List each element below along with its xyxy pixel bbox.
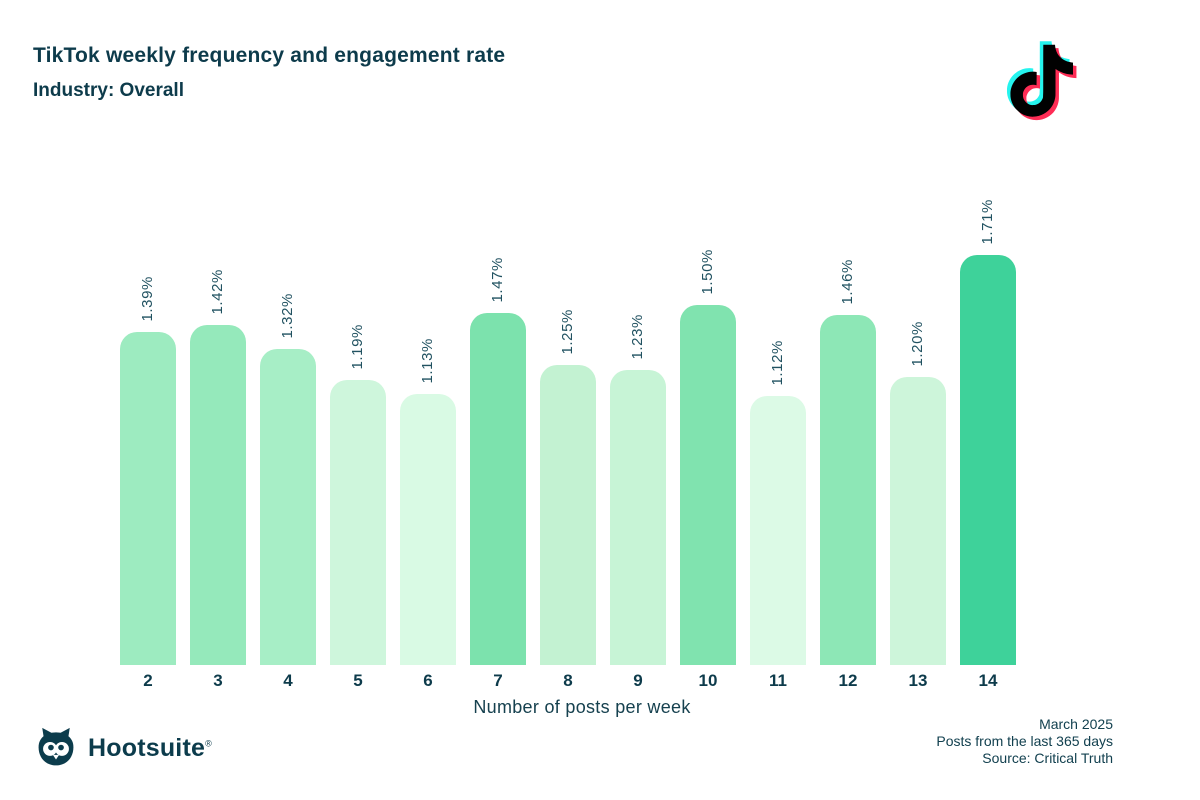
bar — [820, 315, 876, 665]
x-tick-label: 11 — [769, 671, 787, 690]
page-subtitle: Industry: Overall — [33, 80, 184, 101]
x-tick-label: 2 — [143, 671, 153, 690]
source-block: March 2025 Posts from the last 365 days … — [936, 716, 1113, 767]
bar — [610, 370, 666, 665]
x-tick-label: 14 — [978, 671, 998, 690]
bar-value-label: 1.25% — [559, 309, 576, 355]
x-tick-label: 8 — [563, 671, 573, 690]
bar-value-label: 1.39% — [139, 276, 156, 322]
bar — [890, 377, 946, 665]
bar-value-label: 1.20% — [909, 321, 926, 367]
source-line-source: Source: Critical Truth — [982, 750, 1113, 766]
x-tick-label: 4 — [283, 671, 293, 690]
source-line-date: March 2025 — [1039, 716, 1113, 732]
bar-value-label: 1.32% — [279, 293, 296, 339]
bar-value-label: 1.46% — [839, 259, 856, 305]
x-tick-label: 6 — [423, 671, 433, 690]
x-tick-label: 10 — [698, 671, 718, 690]
bar — [260, 349, 316, 665]
bar-value-label: 1.19% — [349, 324, 366, 370]
x-tick-label: 13 — [908, 671, 928, 690]
x-tick-label: 3 — [213, 671, 223, 690]
bar — [470, 313, 526, 665]
page-title: TikTok weekly frequency and engagement r… — [33, 44, 506, 67]
bar-value-label: 1.23% — [629, 314, 646, 360]
bar-value-label: 1.13% — [419, 338, 436, 384]
bar-value-label: 1.12% — [769, 340, 786, 386]
bar — [960, 255, 1016, 665]
hootsuite-wordmark: Hootsuite® — [88, 733, 212, 762]
x-tick-label: 5 — [353, 671, 363, 690]
tiktok-logo-icon — [1006, 41, 1077, 121]
bar — [330, 380, 386, 665]
bar — [400, 394, 456, 665]
hootsuite-owl-icon — [38, 727, 74, 766]
bar-value-label: 1.42% — [209, 269, 226, 315]
bar — [540, 365, 596, 665]
x-tick-label: 9 — [633, 671, 643, 690]
bar-value-label: 1.50% — [699, 249, 716, 295]
bar — [750, 396, 806, 665]
bar-value-label: 1.47% — [489, 257, 506, 303]
registered-mark: ® — [205, 738, 212, 749]
x-tick-label: 7 — [493, 671, 503, 690]
bar — [120, 332, 176, 665]
x-axis-title: Number of posts per week — [473, 697, 691, 717]
bar — [190, 325, 246, 665]
source-line-range: Posts from the last 365 days — [936, 733, 1113, 749]
bar — [680, 305, 736, 665]
bar-value-label: 1.71% — [979, 199, 996, 245]
x-tick-label: 12 — [838, 671, 858, 690]
hootsuite-logo: Hootsuite® — [33, 726, 212, 770]
